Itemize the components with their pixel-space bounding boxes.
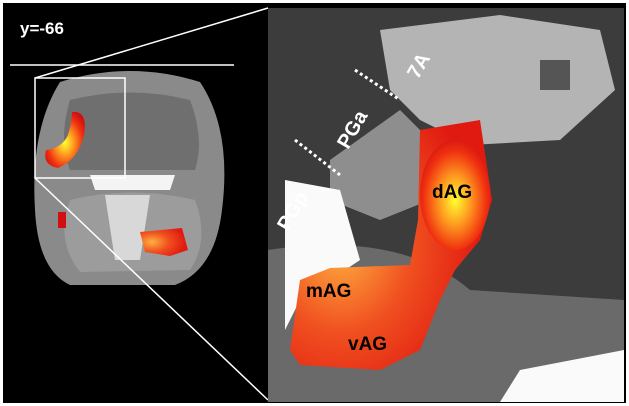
slice-label: y=-66 bbox=[20, 19, 64, 38]
cluster-label: vAG bbox=[348, 334, 387, 355]
cluster-label: dAG bbox=[432, 182, 472, 203]
right-panel: 7A PGa PGp dAG mAG vAG bbox=[268, 8, 624, 402]
activation-right bbox=[140, 228, 188, 256]
activation-small bbox=[58, 212, 66, 228]
cluster-label: mAG bbox=[306, 281, 351, 302]
sulcus bbox=[540, 60, 570, 90]
figure: y=-66 7A PGa PGp dAG mAG vAG bbox=[0, 0, 629, 406]
